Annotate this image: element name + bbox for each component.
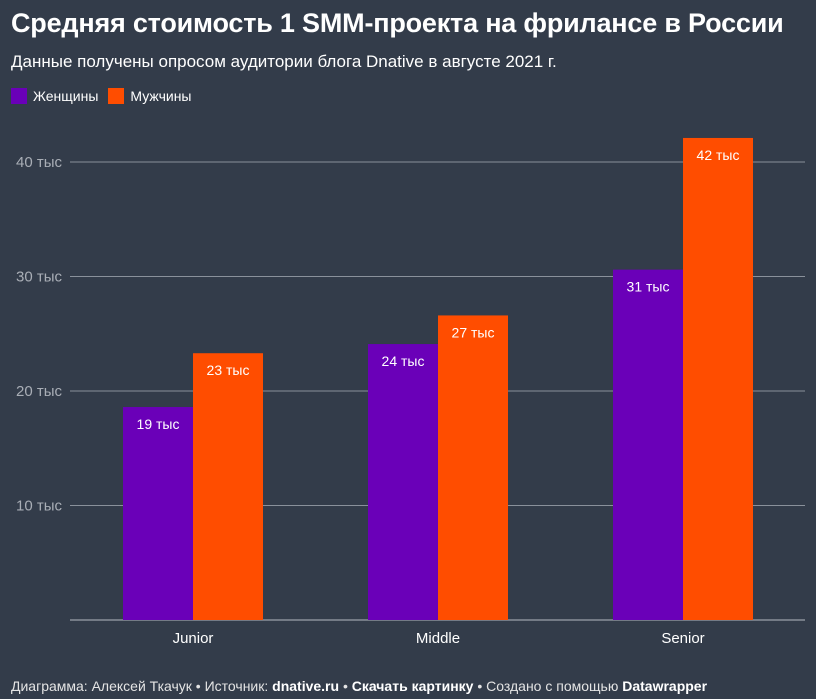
bar bbox=[193, 353, 263, 620]
x-category-label: Junior bbox=[173, 630, 214, 647]
bar bbox=[368, 344, 438, 620]
footer-tool-link[interactable]: Datawrapper bbox=[622, 678, 708, 694]
bar-chart: 10 тыс 20 тыс 30 тыс 40 тыс 19 тыс 23 тыс Juni… bbox=[16, 137, 805, 647]
chart-title: Средняя стоимость 1 SMM-проекта на фрила… bbox=[11, 8, 784, 38]
footer-separator: • bbox=[339, 678, 352, 694]
legend-item-men: Мужчины bbox=[108, 88, 192, 104]
y-tick-label: 20 тыс bbox=[16, 383, 63, 400]
footer: Диаграмма: Алексей Ткачук • Источник: dn… bbox=[11, 678, 707, 694]
legend-label-women: Женщины bbox=[33, 88, 99, 104]
legend: Женщины Мужчины bbox=[11, 88, 202, 104]
footer-source-link[interactable]: dnative.ru bbox=[272, 678, 340, 694]
bar bbox=[613, 269, 683, 620]
x-category-label: Middle bbox=[416, 630, 460, 647]
bar-value-label: 27 тыс bbox=[452, 324, 495, 340]
legend-item-women: Женщины bbox=[11, 88, 98, 104]
legend-label-men: Мужчины bbox=[130, 88, 192, 104]
bar bbox=[683, 137, 753, 620]
y-tick-label: 30 тыс bbox=[16, 269, 63, 286]
bar-value-label: 23 тыс bbox=[207, 362, 250, 378]
x-category-label: Senior bbox=[661, 630, 704, 647]
bar-value-label: 31 тыс bbox=[627, 279, 670, 295]
footer-author: Диаграмма: Алексей Ткачук • Источник: bbox=[11, 678, 273, 694]
bar bbox=[123, 407, 193, 620]
footer-created-by: • Создано с помощью bbox=[473, 678, 623, 694]
bar-value-label: 24 тыс bbox=[382, 353, 425, 369]
footer-download-link[interactable]: Скачать картинку bbox=[351, 678, 474, 694]
legend-swatch-women bbox=[11, 88, 27, 104]
chart-subtitle: Данные получены опросом аудитории блога … bbox=[11, 52, 557, 71]
bar bbox=[438, 315, 508, 620]
y-tick-label: 10 тыс bbox=[16, 498, 63, 515]
y-tick-label: 40 тыс bbox=[16, 154, 63, 171]
bar-value-label: 42 тыс bbox=[697, 147, 740, 163]
bar-value-label: 19 тыс bbox=[137, 416, 180, 432]
legend-swatch-men bbox=[108, 88, 125, 104]
